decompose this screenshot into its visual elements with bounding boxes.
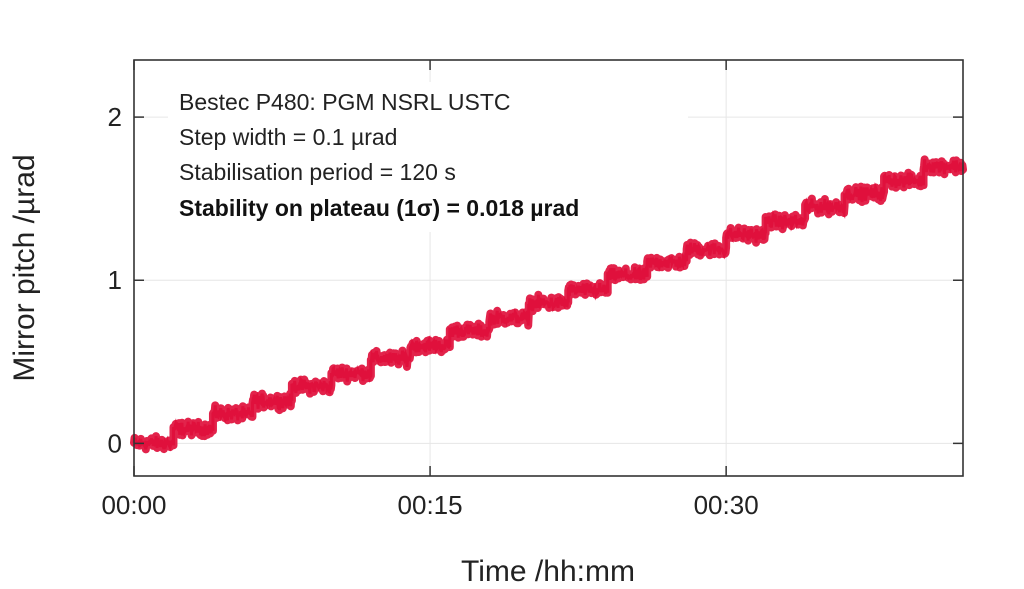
plot-frame [133, 59, 964, 477]
x-axis-title: Time /hh:mm [461, 555, 635, 588]
series-line-jitter [132, 159, 965, 452]
x-tick-label: 00:00 [101, 490, 166, 520]
y-tick-label: 2 [108, 102, 122, 132]
x-tick-label: 00:30 [694, 490, 759, 520]
y-tick-label: 0 [108, 428, 122, 458]
y-tick-label: 1 [108, 265, 122, 295]
ticks: 00:00 00:15 00:30 0 1 2 [101, 60, 963, 520]
annotation-line-3: Stabilisation period = 120 s [179, 159, 456, 185]
y-axis-title: Mirror pitch /µrad [8, 154, 41, 381]
annotation-line-1: Bestec P480: PGM NSRL USTC [179, 89, 510, 115]
annotation-line-4: Stability on plateau (1σ) = 0.018 µrad [179, 195, 579, 221]
series-group [130, 155, 967, 454]
annotation-box [168, 82, 688, 232]
x-tick-label: 00:15 [398, 490, 463, 520]
annotation-line-2: Step width = 0.1 µrad [179, 124, 397, 150]
